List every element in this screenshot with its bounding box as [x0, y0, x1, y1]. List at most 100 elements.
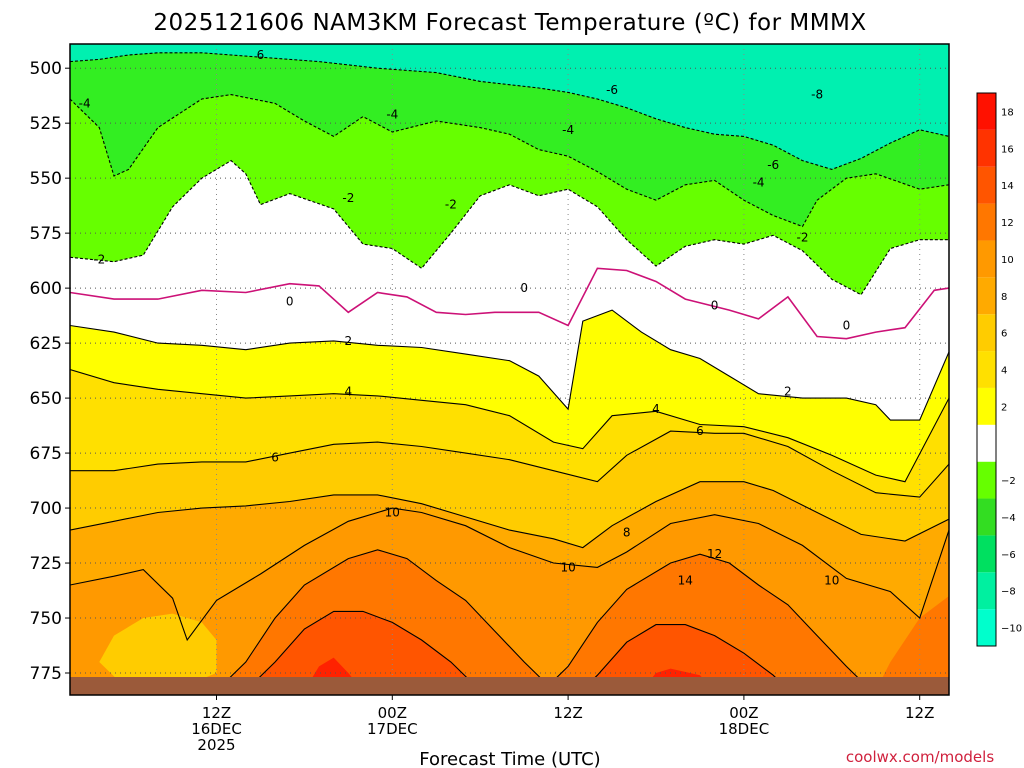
contour-line-0 [70, 267, 949, 340]
contour-label: 0 [286, 294, 294, 308]
contour-label: 0 [843, 319, 851, 333]
colorbar-swatch [977, 498, 996, 536]
contour-label: -4 [386, 107, 398, 121]
y-tick-label: 625 [30, 334, 62, 354]
x-axis-title: Forecast Time (UTC) [419, 749, 600, 768]
colorbar-swatch [977, 93, 996, 130]
colorbar-swatch [977, 351, 996, 388]
colorbar-label: 8 [1001, 292, 1007, 303]
contour-label: -4 [753, 176, 765, 190]
colorbar-label: −4 [1001, 513, 1016, 524]
contour-label: -6 [606, 83, 618, 97]
contour-label: -4 [562, 123, 574, 137]
colorbar-frame [976, 92, 997, 647]
colorbar-swatch [977, 129, 996, 167]
contour-line-10 [70, 507, 949, 642]
y-tick-label: 575 [30, 224, 62, 244]
colorbar-swatch [977, 314, 996, 352]
fill-14-a [245, 611, 481, 691]
x-tick-label: 00Z [378, 704, 407, 722]
colorbar-label: 12 [1001, 218, 1014, 229]
colorbar-label: 2 [1001, 402, 1007, 413]
contour-label: -2 [797, 231, 809, 245]
colorbar-swatch [977, 277, 996, 315]
contour-label: -6 [767, 158, 779, 172]
colorbar-label: −8 [1001, 587, 1016, 598]
contour-label: 4 [652, 402, 660, 416]
y-axis: 500 525 550 575 600 625 650 675 700 725 750 775 [30, 59, 70, 684]
colorbar-swatch [977, 572, 996, 610]
y-tick-label: 550 [30, 169, 62, 189]
contour-line-12 [216, 549, 554, 691]
colorbar-swatch [977, 166, 996, 204]
contour-label: 14 [678, 574, 693, 588]
contour-labels: 6-6 -8-4-4-4-6-4-2 -2-2-200002244668101010… [79, 48, 851, 588]
contour-line-8 [70, 481, 949, 549]
colorbar-swatch [977, 387, 996, 425]
contour-label: 10 [560, 560, 575, 574]
contour-line-neg4 [70, 94, 949, 228]
grid [70, 44, 949, 695]
contour-label: -2 [342, 191, 354, 205]
colorbar-swatch [977, 609, 996, 646]
contour-label: 0 [520, 281, 528, 295]
colorbar-swatch [977, 240, 996, 278]
contour-lines [70, 52, 949, 695]
contour-label: 12 [707, 547, 722, 561]
x-tick-label: 12Z [905, 704, 934, 722]
contour-line-6 [70, 430, 949, 498]
y-tick-label: 600 [30, 279, 62, 299]
colorbar-label: 14 [1001, 181, 1014, 192]
credit-text[interactable]: coolwx.com/models [846, 748, 994, 766]
fill-12-c [875, 596, 949, 691]
contour-line-2 [70, 309, 949, 421]
x-tick-label: 12Z [202, 704, 231, 722]
contour-label: 2 [784, 384, 792, 398]
x-tick-label: 18DEC [719, 720, 770, 738]
colorbar-label: 16 [1001, 144, 1014, 155]
chart-title: 2025121606 NAM3KM Forecast Temperature (… [153, 10, 866, 36]
y-tick-label: 750 [30, 609, 62, 629]
contour-line-neg6 [70, 52, 949, 170]
plot-frame [69, 43, 950, 696]
contour-label: 6 [257, 48, 265, 62]
y-tick-label: 650 [30, 389, 62, 409]
contour-label: 4 [345, 384, 353, 398]
x-tick-label: 2025 [197, 736, 235, 754]
contour-line-14 [576, 624, 795, 695]
colorbar-label: −2 [1001, 476, 1016, 487]
temperature-fills [70, 44, 949, 695]
colorbar: −10 −8 −6 −4 −2 2 4 6 8 10 12 14 16 18 [976, 92, 1022, 647]
fill-cool-pocket [99, 613, 217, 691]
fill-neg8 [70, 44, 949, 170]
x-tick-label: 12Z [553, 704, 582, 722]
y-tick-label: 775 [30, 664, 62, 684]
colorbar-swatch [977, 535, 996, 573]
x-tick-label: 16DEC [191, 720, 242, 738]
y-tick-label: 725 [30, 554, 62, 574]
y-tick-label: 700 [30, 499, 62, 519]
x-tick-label: 00Z [729, 704, 758, 722]
contour-line-14 [245, 610, 481, 691]
contour-label: -8 [811, 88, 823, 102]
colorbar-label: 4 [1001, 366, 1007, 377]
contour-label: -2 [93, 253, 105, 267]
plot-area: 6-6 -8-4-4-4-6-4-2 -2-2-200002244668101010… [70, 44, 949, 695]
x-tick-label: 17DEC [367, 720, 418, 738]
y-tick-label: 675 [30, 444, 62, 464]
colorbar-label: 6 [1001, 329, 1007, 340]
terrain-ground [70, 677, 949, 695]
contour-label: 10 [824, 574, 839, 588]
contour-line-12 [538, 553, 877, 695]
contour-label: 6 [696, 424, 704, 438]
contour-line-neg2 [70, 159, 949, 296]
contour-label: 2 [345, 334, 353, 348]
colorbar-swatch [977, 424, 996, 462]
colorbar-label: −6 [1001, 550, 1016, 561]
contour-label: 10 [385, 505, 400, 519]
contour-line-4 [70, 368, 949, 483]
contour-label: 8 [623, 525, 631, 539]
colorbar-label: −10 [1001, 624, 1022, 635]
